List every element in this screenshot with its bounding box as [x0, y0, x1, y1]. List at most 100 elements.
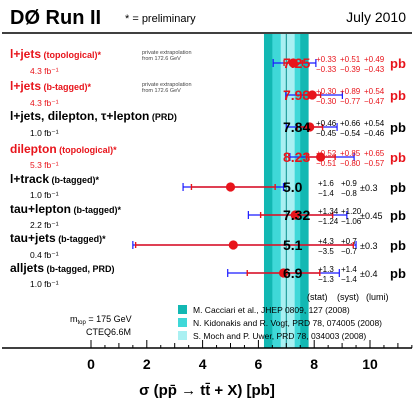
- legend-swatch: [178, 318, 187, 327]
- error-minus: −0.77: [340, 97, 361, 106]
- tick-label: 8: [310, 356, 318, 372]
- unit-label: pb: [390, 56, 406, 71]
- tick-label: 0: [87, 356, 95, 372]
- error-minus: −1.24: [318, 217, 339, 226]
- measurement-row: l+jets (topological)* private extrapolati…: [10, 47, 406, 76]
- measurement-value: 7.84: [283, 119, 310, 135]
- error-minus: −0.57: [364, 159, 385, 168]
- error-plus: +0.9: [341, 179, 357, 188]
- data-point: [290, 210, 300, 220]
- error-plus: +0.51: [340, 55, 361, 64]
- tick-label: 2: [143, 356, 151, 372]
- extrapolation-note: private extrapolation: [142, 50, 192, 56]
- error-minus: −0.8: [341, 189, 357, 198]
- measurement-qualifier: (topological)*: [41, 50, 101, 60]
- luminosity-label: 0.4 fb⁻¹: [30, 250, 59, 260]
- measurement-qualifier: (b-tagged)*: [49, 175, 99, 185]
- error-plus: +0.65: [364, 149, 385, 158]
- error-minus: −0.30: [316, 97, 337, 106]
- lumi-column-label: (lumi): [366, 292, 389, 302]
- measurement-value: 5.0: [283, 179, 303, 195]
- error-minus: −0.54: [340, 129, 361, 138]
- measurement-row: alljets (b-tagged, PRD) 1.0 fb⁻¹ 6.9 +1.3−1…: [10, 261, 406, 289]
- error-plus: +0.33: [316, 55, 337, 64]
- measurement-row: l+track (b-tagged)* 1.0 fb⁻¹ 5.0 +1.6−1.4 +0…: [10, 172, 406, 200]
- unit-label: pb: [390, 266, 406, 281]
- measurement-name: l+jets, dilepton, τ+lepton (PRD): [10, 109, 177, 123]
- error-minus: −0.43: [364, 65, 385, 74]
- measurement-value: 5.1: [283, 237, 303, 253]
- measurement-name: dilepton (topological)*: [10, 142, 117, 156]
- theory-legend: M. Cacciari et al., JHEP 0809, 127 (2008…: [178, 305, 382, 341]
- legend-label: S. Moch and P. Uwer, PRD 78, 034003 (200…: [193, 331, 366, 341]
- error-plus: +0.54: [364, 119, 385, 128]
- unit-label: pb: [390, 150, 406, 165]
- measurement-value: 7.32: [283, 207, 310, 223]
- error-minus: −0.33: [316, 65, 337, 74]
- measurement-value: 7.25: [283, 55, 310, 71]
- error-plus: +0.54: [364, 87, 385, 96]
- error-plus: +0.30: [316, 87, 337, 96]
- tick-label: 4: [199, 356, 207, 372]
- stat-column-label: (stat): [307, 292, 328, 302]
- luminosity-label: 1.0 fb⁻¹: [30, 279, 59, 289]
- unit-label: pb: [390, 88, 406, 103]
- measurement-row: dilepton (topological)* 5.3 fb⁻¹ 8.23 +0.52…: [10, 142, 406, 170]
- error-plus: +1.3: [318, 265, 334, 274]
- legend-swatch: [178, 331, 187, 340]
- error-minus: −0.45: [316, 129, 337, 138]
- legend-label: M. Cacciari et al., JHEP 0809, 127 (2008…: [193, 305, 350, 315]
- error-minus: −1.4: [318, 189, 334, 198]
- measurement-rows: l+jets (topological)* private extrapolati…: [10, 47, 406, 289]
- error-minus: −0.46: [364, 129, 385, 138]
- measurement-qualifier: (b-tagged, PRD): [44, 264, 115, 274]
- error-plus: +1.20: [341, 207, 362, 216]
- measurement-name: l+jets (topological)*: [10, 47, 102, 61]
- error-minus: −3.5: [318, 247, 334, 256]
- legend-swatch: [178, 305, 187, 314]
- measurement-qualifier: (b-tagged)*: [56, 234, 106, 244]
- luminosity-label: 1.0 fb⁻¹: [30, 190, 59, 200]
- error-plus: +0.85: [340, 149, 361, 158]
- error-minus: −1.06: [341, 217, 362, 226]
- luminosity-label: 1.0 fb⁻¹: [30, 128, 59, 138]
- lumi-error: ±0.3: [360, 241, 377, 251]
- unit-label: pb: [390, 120, 406, 135]
- measurement-value: 6.9: [283, 265, 303, 281]
- measurement-name: tau+lepton (b-tagged)*: [10, 202, 122, 216]
- error-minus: −1.3: [318, 275, 334, 284]
- measurement-value: 7.93: [283, 87, 310, 103]
- error-plus: +0.46: [316, 119, 337, 128]
- mtop-label: mtop = 175 GeV: [70, 314, 132, 326]
- measurement-qualifier: (topological)*: [57, 145, 117, 155]
- error-plus: +0.7: [341, 237, 357, 246]
- error-plus: +4.3: [318, 237, 334, 246]
- data-point: [278, 268, 289, 278]
- measurement-row: tau+lepton (b-tagged)* 2.2 fb⁻¹ 7.32 +1.34−…: [10, 202, 406, 230]
- error-plus: +1.4: [341, 265, 357, 274]
- syst-column-label: (syst): [337, 292, 359, 302]
- experiment-title: DØ Run II: [10, 7, 101, 29]
- x-axis-label: σ (pp̄ → tt̄ + X) [pb]: [139, 382, 275, 399]
- error-plus: +0.49: [364, 55, 385, 64]
- measurement-qualifier: (b-tagged)*: [41, 82, 91, 92]
- measurement-name: alljets (b-tagged, PRD): [10, 261, 115, 275]
- measurement-row: l+jets, dilepton, τ+lepton (PRD) 1.0 fb⁻¹…: [10, 109, 406, 138]
- tick-label: 10: [362, 356, 378, 372]
- error-minus: −0.51: [316, 159, 337, 168]
- data-point: [288, 58, 298, 68]
- measurement-qualifier: (PRD): [149, 112, 177, 122]
- measurement-value: 8.23: [283, 149, 310, 165]
- error-plus: +1.34: [318, 207, 339, 216]
- luminosity-label: 4.3 fb⁻¹: [30, 98, 59, 108]
- data-point: [228, 240, 238, 250]
- error-minus: −0.39: [340, 65, 361, 74]
- luminosity-label: 5.3 fb⁻¹: [30, 160, 59, 170]
- x-axis: 024681012: [87, 340, 413, 372]
- measurement-name: l+track (b-tagged)*: [10, 172, 100, 186]
- extrapolation-note: from 172.6 GeV: [142, 88, 181, 94]
- lumi-error: ±0.4: [360, 269, 377, 279]
- data-point: [316, 152, 326, 162]
